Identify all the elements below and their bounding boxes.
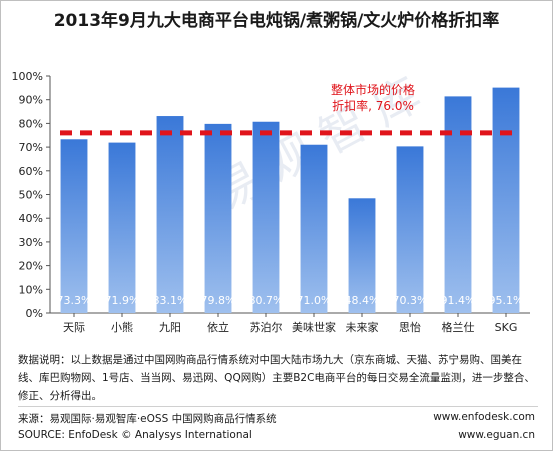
bar-value-label: 91.4% xyxy=(441,294,476,307)
category-label: 格兰仕 xyxy=(442,320,475,334)
y-tick-label: 20% xyxy=(19,260,43,273)
y-tick-label: 30% xyxy=(19,236,43,249)
bar-value-label: 83.1% xyxy=(153,294,188,307)
reference-label-line2: 折扣率, 76.0% xyxy=(332,99,414,113)
bar xyxy=(396,146,424,313)
category-label: 天际 xyxy=(63,321,85,334)
category-label: 思怡 xyxy=(399,320,421,334)
category-label: 依立 xyxy=(207,320,229,334)
y-tick-label: 90% xyxy=(19,94,43,107)
y-tick-label: 80% xyxy=(19,117,43,130)
bar xyxy=(492,87,520,313)
y-tick-label: 40% xyxy=(19,212,43,225)
data-note: 数据说明：以上数据是通过中国网购商品行情系统对中国大陆市场九大（京东商城、天猫、… xyxy=(18,354,535,402)
category-label: 苏泊尔 xyxy=(250,321,283,334)
bar xyxy=(252,121,280,313)
bar-value-label: 80.7% xyxy=(249,294,284,307)
category-label: 九阳 xyxy=(159,321,181,334)
bar xyxy=(204,123,232,314)
y-tick-label: 60% xyxy=(19,165,43,178)
bar-value-label: 73.3% xyxy=(57,294,92,307)
y-tick-label: 70% xyxy=(19,141,43,154)
footer-site-enfodesk: www.enfodesk.com xyxy=(433,411,535,423)
category-label: SKG xyxy=(495,321,518,334)
category-label: 美味世家 xyxy=(292,320,336,334)
bar-value-label: 79.8% xyxy=(201,294,236,307)
bar xyxy=(108,142,136,313)
bar xyxy=(348,198,376,313)
bar-value-label: 71.0% xyxy=(297,294,332,307)
bar-value-label: 70.3% xyxy=(393,294,428,307)
y-tick-label: 0% xyxy=(26,307,43,320)
footer-divider xyxy=(18,406,538,407)
footer-site-eguan: www.eguan.cn xyxy=(458,429,535,441)
bar-value-label: 48.4% xyxy=(345,294,380,307)
bar-value-label: 71.9% xyxy=(105,294,140,307)
y-tick-label: 50% xyxy=(19,189,43,202)
chart-title: 2013年9月九大电商平台电炖锅/煮粥锅/文火炉价格折扣率 xyxy=(53,11,500,31)
bar xyxy=(156,116,184,313)
bar-value-label: 95.1% xyxy=(489,294,524,307)
y-tick-label: 100% xyxy=(12,70,43,83)
reference-label-line1: 整体市场的价格 xyxy=(330,83,415,97)
category-label: 小熊 xyxy=(111,320,133,334)
bar xyxy=(300,144,328,313)
footer-source-en: SOURCE: EnfoDesk © Analysys Internationa… xyxy=(18,429,252,441)
y-tick-label: 10% xyxy=(19,283,43,296)
bar xyxy=(444,96,472,313)
category-label: 未来家 xyxy=(346,320,379,334)
bar xyxy=(60,139,88,313)
footer-source: 来源：易观国际·易观智库·eOSS 中国网购商品行情系统 xyxy=(18,413,277,425)
